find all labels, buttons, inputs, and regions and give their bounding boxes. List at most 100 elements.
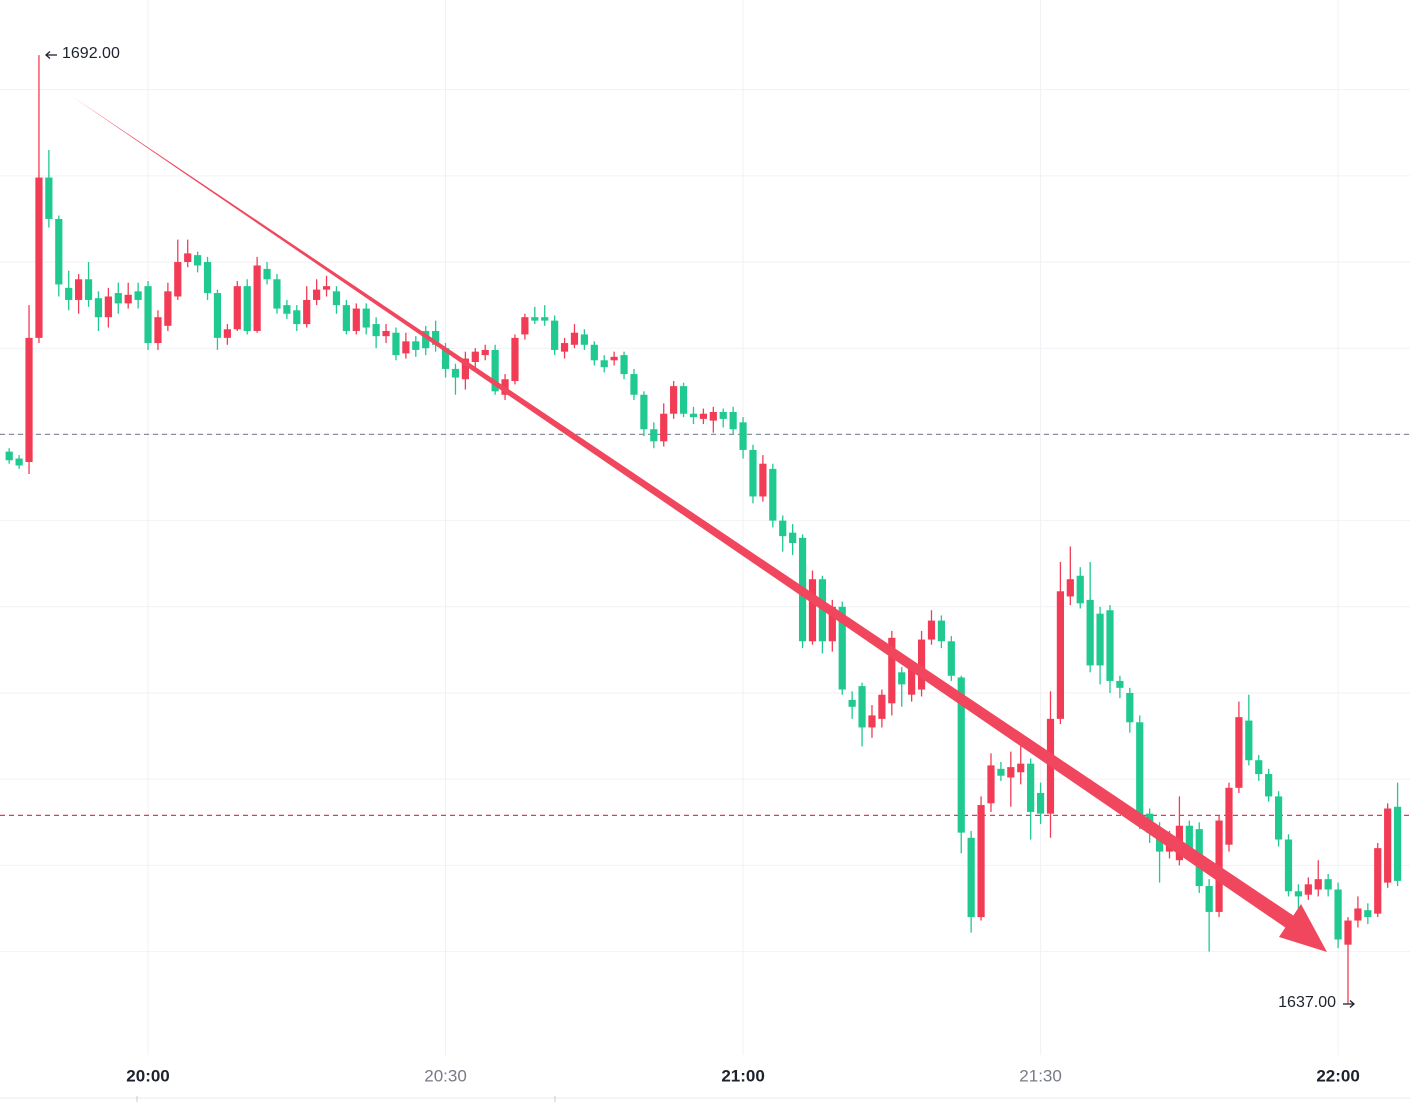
candle-body bbox=[1136, 722, 1144, 823]
candle-body bbox=[1066, 579, 1074, 597]
candle-body bbox=[402, 341, 410, 354]
candle-body bbox=[719, 412, 727, 419]
candle-body bbox=[789, 532, 797, 544]
candle-body bbox=[511, 337, 519, 381]
candle-body bbox=[154, 317, 162, 344]
candle-body bbox=[243, 286, 251, 331]
candle-body bbox=[362, 308, 370, 328]
candle-body bbox=[203, 262, 212, 294]
high-marker: 1692.00 bbox=[45, 45, 120, 62]
candle-body bbox=[1334, 889, 1342, 940]
candle-body bbox=[848, 699, 856, 707]
candle-body bbox=[114, 293, 122, 304]
candle-body bbox=[580, 334, 588, 345]
candle-body bbox=[917, 639, 926, 690]
candle-body bbox=[1205, 886, 1213, 912]
candle-body bbox=[263, 268, 271, 280]
candle-body bbox=[352, 308, 360, 331]
candle-body bbox=[461, 358, 469, 380]
candle-body bbox=[471, 351, 479, 363]
candle-body bbox=[84, 279, 93, 300]
candle-body bbox=[322, 286, 331, 290]
candle-body bbox=[25, 337, 33, 462]
candle-body bbox=[233, 286, 241, 330]
candle-body bbox=[997, 768, 1005, 776]
candle-body bbox=[1106, 610, 1114, 681]
low-label: 1637.00 bbox=[1278, 994, 1336, 1011]
candle-body bbox=[1007, 767, 1015, 778]
candle-body bbox=[1314, 879, 1322, 890]
candle-body bbox=[1225, 787, 1233, 845]
candle-body bbox=[293, 310, 301, 325]
candle-body bbox=[541, 317, 549, 321]
candle-body bbox=[689, 413, 698, 418]
candle-body bbox=[1304, 884, 1312, 895]
candle-body bbox=[1076, 575, 1084, 604]
candle-body bbox=[1086, 599, 1094, 666]
x-tick-label: 21:00 bbox=[721, 1066, 764, 1085]
candle-body bbox=[1185, 825, 1193, 852]
arrow-head bbox=[1279, 904, 1327, 952]
candle-body bbox=[908, 668, 916, 695]
candle-body bbox=[898, 672, 906, 685]
candle-body bbox=[55, 218, 63, 285]
candle-body bbox=[709, 412, 717, 421]
candle-body bbox=[124, 294, 132, 304]
candle-body bbox=[303, 299, 311, 325]
candle-body bbox=[65, 287, 73, 300]
candle-body bbox=[481, 349, 489, 356]
candle-body bbox=[392, 332, 400, 356]
candle-body bbox=[213, 293, 222, 338]
candle-body bbox=[967, 837, 975, 918]
candle-body bbox=[878, 694, 886, 719]
candle-body bbox=[1245, 720, 1253, 761]
candle-body bbox=[957, 677, 965, 833]
candle-body bbox=[332, 291, 341, 306]
grid bbox=[0, 0, 1410, 1055]
candle-body bbox=[35, 177, 43, 338]
candle-body bbox=[45, 177, 53, 219]
candle-body bbox=[779, 520, 787, 537]
candle-body bbox=[412, 341, 420, 350]
candle-body bbox=[699, 413, 707, 419]
candle-body bbox=[5, 451, 13, 461]
candle-body bbox=[838, 606, 846, 690]
candle-body bbox=[679, 386, 688, 414]
candle-body bbox=[828, 606, 836, 642]
x-tick-label: 20:30 bbox=[424, 1066, 467, 1085]
candle-body bbox=[987, 765, 995, 804]
candle-body bbox=[521, 317, 529, 335]
candle-body bbox=[888, 637, 896, 704]
high-label: 1692.00 bbox=[62, 45, 120, 62]
candle-body bbox=[590, 344, 598, 361]
candle-body bbox=[144, 286, 152, 344]
x-tick-label: 22:00 bbox=[1316, 1066, 1359, 1085]
candle-body bbox=[1364, 910, 1372, 918]
candle-body bbox=[75, 279, 83, 300]
candle-body bbox=[660, 413, 668, 442]
candle-body bbox=[1294, 891, 1303, 897]
candle-body bbox=[977, 805, 985, 918]
candle-body bbox=[1116, 680, 1124, 688]
candle-body bbox=[164, 291, 172, 326]
candle-body bbox=[739, 422, 747, 450]
candle-body bbox=[1344, 920, 1352, 945]
trend-arrow bbox=[73, 97, 1327, 952]
candle-body bbox=[947, 641, 955, 676]
candle-body bbox=[432, 330, 440, 345]
candle-body bbox=[1235, 717, 1243, 788]
candle-body bbox=[441, 348, 450, 369]
candle-body bbox=[372, 324, 380, 337]
candle-body bbox=[1126, 692, 1134, 723]
candle-body bbox=[342, 305, 350, 331]
x-tick-label: 21:30 bbox=[1019, 1066, 1062, 1085]
candle-body bbox=[104, 296, 112, 318]
candle-body bbox=[769, 468, 777, 521]
candle-body bbox=[15, 458, 23, 466]
candle-body bbox=[223, 329, 231, 338]
candle-body bbox=[670, 386, 678, 414]
candle-body bbox=[1274, 796, 1283, 840]
candle-body bbox=[600, 360, 608, 368]
candle-body bbox=[620, 355, 628, 375]
